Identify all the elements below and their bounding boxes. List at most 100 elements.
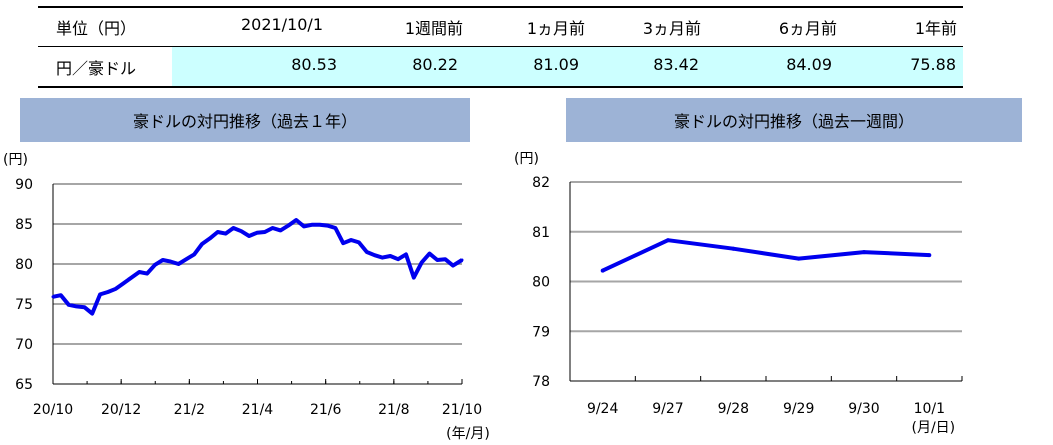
x-tick-label: 9/30: [848, 401, 879, 417]
data-point: [796, 256, 801, 261]
value-current: 80.53: [291, 55, 337, 74]
data-point: [286, 224, 290, 228]
y-tick-label: 75: [15, 297, 33, 313]
data-point: [177, 262, 180, 266]
data-point: [279, 228, 282, 232]
data-point: [169, 260, 173, 264]
x-tick-label: 9/29: [783, 401, 814, 417]
data-point: [443, 257, 447, 261]
data-point: [412, 276, 416, 280]
table-top-rule: [38, 6, 963, 8]
x-tick-label: 10/1: [914, 401, 945, 417]
data-point: [216, 230, 220, 234]
value-1year: 75.88: [910, 55, 956, 74]
x-tick-label: 9/24: [587, 401, 619, 417]
data-point: [388, 254, 392, 258]
value-1week: 80.22: [412, 55, 458, 74]
data-point: [380, 256, 384, 260]
y-unit-label: (円): [3, 152, 28, 168]
data-point: [263, 230, 267, 234]
y-tick-label: 80: [532, 275, 550, 291]
x-tick-label: 9/27: [652, 401, 683, 417]
data-point: [357, 240, 361, 244]
data-point: [75, 304, 78, 308]
x-tick-label: 21/2: [174, 402, 205, 418]
data-point: [247, 234, 251, 238]
data-point: [51, 295, 55, 299]
data-point: [731, 246, 736, 251]
data-point: [333, 226, 337, 230]
data-point: [271, 226, 275, 230]
data-point: [161, 258, 165, 262]
data-point: [239, 229, 243, 233]
header-unit: 単位（円）: [56, 19, 137, 38]
data-point: [59, 293, 63, 297]
header-1week: 1週間前: [404, 19, 463, 38]
y-tick-label: 79: [532, 324, 550, 340]
data-point: [82, 305, 86, 309]
chart-1week-title: 豪ドルの対円推移（過去一週間）: [566, 98, 1022, 142]
header-6month: 6ヵ月前: [778, 19, 837, 38]
y-tick-label: 81: [532, 225, 550, 241]
data-point: [129, 276, 133, 280]
x-tick-label: 20/10: [33, 402, 73, 418]
series-line: [601, 238, 930, 273]
data-point: [137, 270, 141, 274]
x-tick-label: 21/8: [378, 402, 409, 418]
y-tick-label: 85: [15, 217, 33, 233]
data-point: [224, 232, 228, 236]
data-point: [341, 241, 345, 245]
data-point: [373, 253, 377, 257]
data-point: [122, 281, 126, 285]
data-point: [145, 272, 149, 276]
x-tick-label: 20/12: [101, 402, 141, 418]
data-point: [98, 292, 102, 296]
y-tick-label: 90: [15, 177, 33, 193]
value-6month: 84.09: [786, 55, 832, 74]
data-point: [294, 218, 298, 222]
row-label: 円／豪ドル: [56, 59, 137, 78]
data-point: [208, 236, 212, 240]
y-unit-label: (円): [514, 151, 539, 167]
data-point: [927, 253, 932, 258]
data-point: [318, 223, 322, 227]
data-point: [310, 223, 314, 227]
x-tick-label: 21/6: [310, 402, 342, 418]
data-point: [200, 242, 204, 246]
data-point: [404, 252, 408, 256]
data-point: [600, 268, 605, 273]
data-point: [114, 287, 118, 291]
table-mid-rule: [38, 46, 963, 47]
data-point: [231, 226, 235, 230]
y-tick-label: 82: [532, 175, 550, 191]
data-point: [255, 231, 259, 235]
y-tick-label: 80: [15, 257, 33, 273]
y-tick-label: 65: [15, 377, 33, 393]
x-tick-label: 21/4: [242, 402, 274, 418]
data-point: [90, 312, 94, 316]
header-date: 2021/10/1: [240, 15, 323, 34]
chart-1year-title: 豪ドルの対円推移（過去１年）: [20, 98, 470, 142]
data-point: [666, 238, 670, 243]
data-point: [435, 258, 439, 262]
header-3month: 3ヵ月前: [642, 19, 701, 38]
data-point: [420, 260, 424, 264]
data-point: [184, 257, 188, 261]
header-1year: 1年前: [914, 19, 957, 38]
y-tick-label: 70: [15, 337, 33, 353]
data-point: [302, 224, 306, 228]
data-point: [153, 263, 157, 267]
data-point: [396, 257, 400, 261]
value-1month: 81.09: [533, 55, 579, 74]
rate-row-highlight: [172, 47, 963, 88]
data-point: [365, 250, 369, 254]
data-point: [349, 238, 353, 242]
data-point: [862, 250, 866, 255]
rate-table: 単位（円） 2021/10/1 1週間前 1ヵ月前 3ヵ月前 6ヵ月前 1年前 …: [38, 4, 963, 88]
data-point: [192, 252, 196, 256]
x-tick-label: 21/10: [442, 402, 482, 418]
data-point: [106, 290, 110, 294]
data-point: [460, 258, 464, 262]
data-point: [451, 264, 455, 268]
